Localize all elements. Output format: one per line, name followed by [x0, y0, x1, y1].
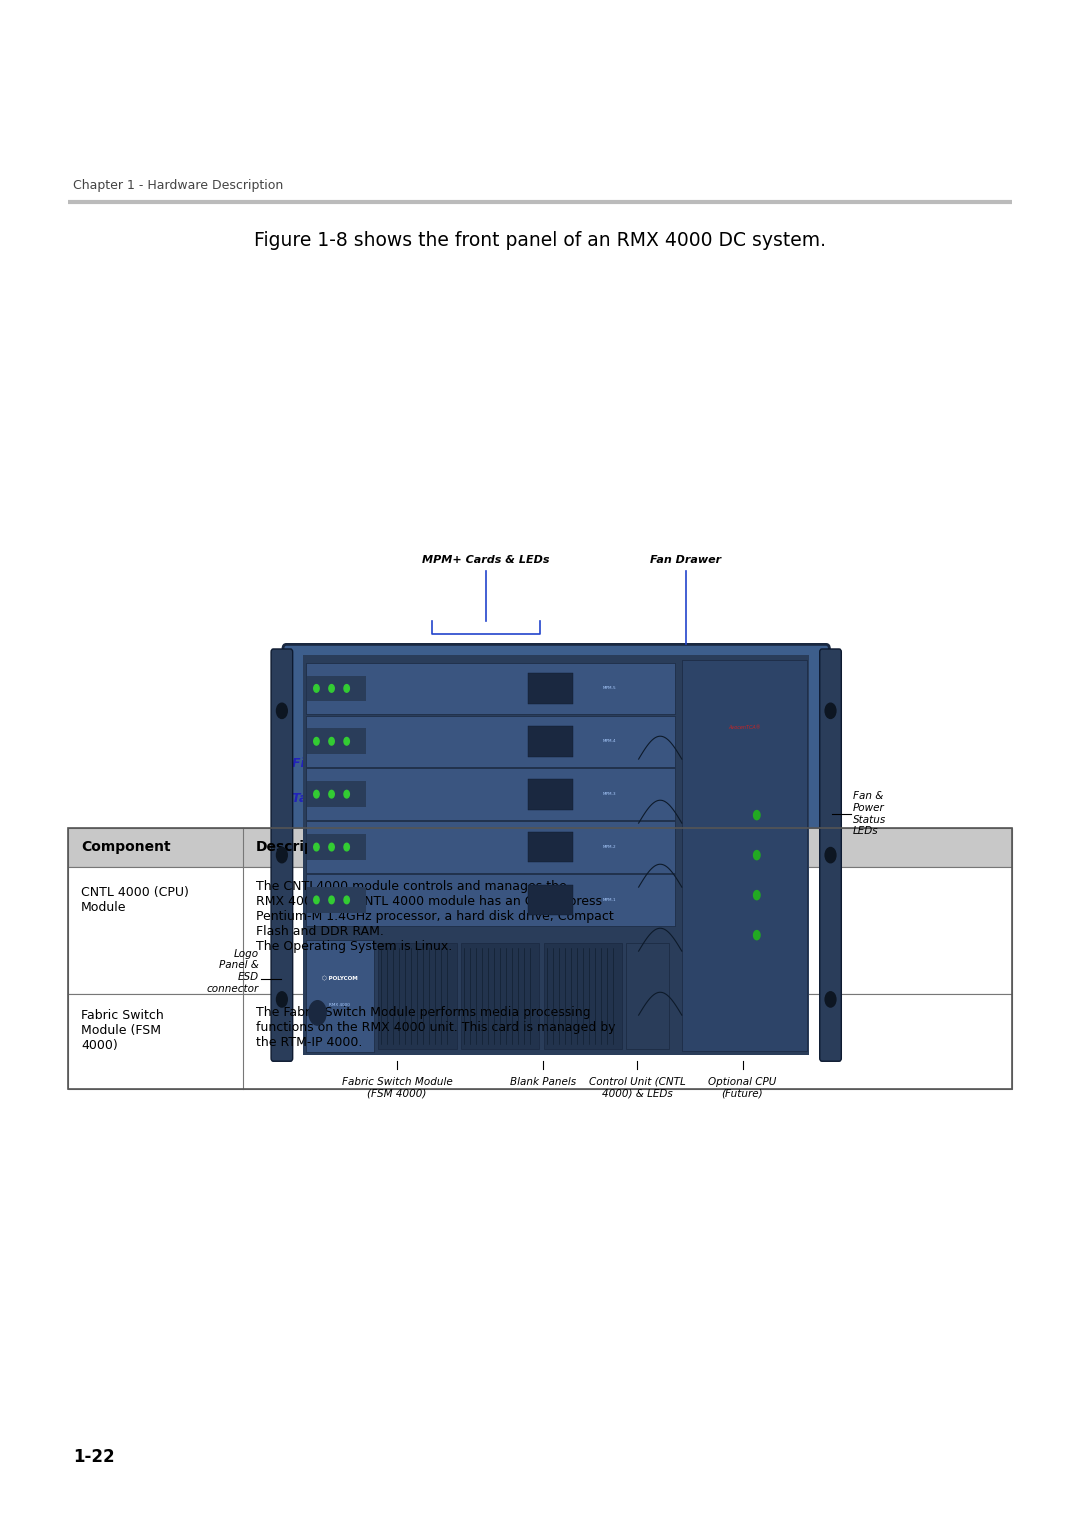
Bar	[543, 944, 622, 1049]
Bar	[68, 994, 1012, 1089]
Text: MPM-2: MPM-2	[603, 844, 617, 849]
Text: Control Unit (CNTL
4000) & LEDs: Control Unit (CNTL 4000) & LEDs	[589, 1077, 686, 1098]
Bar	[307, 834, 366, 860]
Bar	[303, 655, 809, 1055]
Circle shape	[276, 702, 287, 719]
Circle shape	[314, 896, 320, 904]
Circle shape	[345, 684, 350, 692]
FancyBboxPatch shape	[271, 649, 293, 1061]
Bar	[307, 887, 366, 913]
Circle shape	[314, 791, 320, 799]
Circle shape	[825, 702, 836, 719]
Circle shape	[329, 896, 335, 904]
Circle shape	[314, 843, 320, 851]
Text: Description: Description	[256, 840, 346, 855]
Circle shape	[329, 684, 335, 692]
Text: 1-22: 1-22	[73, 1448, 116, 1466]
Text: AvocenTCA®: AvocenTCA®	[728, 725, 760, 730]
Text: Table 1-7   Polycom RMX 4000 Component Description: Table 1-7 Polycom RMX 4000 Component Des…	[292, 791, 674, 805]
Bar	[528, 673, 572, 704]
Text: Fan &
Power
Status
LEDs: Fan & Power Status LEDs	[853, 791, 887, 837]
Bar	[306, 768, 675, 820]
Circle shape	[345, 896, 350, 904]
Bar	[68, 828, 1012, 867]
Circle shape	[754, 851, 760, 860]
Text: Blank Panels: Blank Panels	[510, 1077, 576, 1087]
Text: ⬡ POLYCOM: ⬡ POLYCOM	[322, 977, 357, 982]
Circle shape	[329, 843, 335, 851]
Bar	[461, 944, 539, 1049]
Bar	[306, 822, 675, 873]
Text: The Fabric Switch Module performs media processing
functions on the RMX 4000 uni: The Fabric Switch Module performs media …	[256, 1006, 616, 1049]
FancyBboxPatch shape	[283, 644, 829, 1066]
Text: Component: Component	[81, 840, 171, 855]
Text: Figure 1-8 shows the front panel of an RMX 4000 DC system.: Figure 1-8 shows the front panel of an R…	[254, 232, 826, 250]
Circle shape	[314, 684, 320, 692]
Circle shape	[825, 847, 836, 863]
Circle shape	[345, 791, 350, 799]
FancyBboxPatch shape	[820, 649, 841, 1061]
Bar	[306, 875, 675, 925]
Bar	[378, 944, 457, 1049]
Bar	[306, 716, 675, 767]
Text: MPM-4: MPM-4	[603, 739, 617, 744]
Circle shape	[309, 1000, 326, 1025]
Bar	[528, 725, 572, 757]
Circle shape	[276, 993, 287, 1008]
Bar	[307, 675, 366, 701]
Bar	[528, 884, 572, 915]
Text: MPM-1: MPM-1	[603, 898, 617, 902]
Text: MPM-5: MPM-5	[603, 687, 617, 690]
Bar	[528, 779, 572, 809]
Circle shape	[345, 738, 350, 745]
Circle shape	[825, 993, 836, 1008]
Bar	[307, 728, 366, 754]
Text: Logo
Panel &
ESD
connector: Logo Panel & ESD connector	[207, 948, 259, 994]
Text: Fabric Switch
Module (FSM
4000): Fabric Switch Module (FSM 4000)	[81, 1009, 164, 1052]
Text: MPM-3: MPM-3	[603, 793, 617, 796]
Circle shape	[345, 843, 350, 851]
Text: Optional CPU
(Future): Optional CPU (Future)	[708, 1077, 777, 1098]
Text: Chapter 1 - Hardware Description: Chapter 1 - Hardware Description	[73, 179, 284, 192]
Circle shape	[754, 930, 760, 939]
Bar	[681, 660, 807, 1051]
Text: Fan Drawer: Fan Drawer	[650, 554, 721, 565]
Bar	[68, 867, 1012, 994]
Text: RMX 4000: RMX 4000	[329, 1003, 350, 1006]
Bar	[528, 832, 572, 863]
Circle shape	[314, 738, 320, 745]
Circle shape	[754, 811, 760, 820]
Circle shape	[754, 890, 760, 899]
Text: CNTL 4000 (CPU)
Module: CNTL 4000 (CPU) Module	[81, 886, 189, 913]
Circle shape	[329, 791, 335, 799]
Bar	[306, 663, 675, 715]
Bar	[307, 782, 366, 806]
Text: The CNTL4000 module controls and manages the
RMX 4000. The CNTL 4000 module has : The CNTL4000 module controls and manages…	[256, 880, 613, 953]
Text: Figure 1-8   RMX 4000 DC Front View: Figure 1-8 RMX 4000 DC Front View	[292, 756, 551, 770]
Text: Fabric Switch Module
(FSM 4000): Fabric Switch Module (FSM 4000)	[341, 1077, 453, 1098]
Circle shape	[329, 738, 335, 745]
Text: MPM+ Cards & LEDs: MPM+ Cards & LEDs	[422, 554, 550, 565]
Bar	[626, 944, 670, 1049]
Circle shape	[276, 847, 287, 863]
Bar	[306, 941, 374, 1052]
Bar	[68, 828, 1012, 1089]
